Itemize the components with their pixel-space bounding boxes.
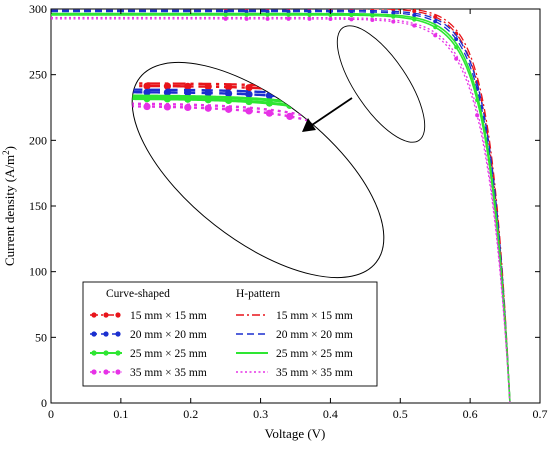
y-tick-label: 0 — [41, 396, 47, 410]
x-axis: 0 0.1 0.2 0.3 0.4 0.5 0.6 0.7 — [48, 9, 548, 421]
inset-series-point-3 — [388, 165, 396, 173]
y-tick-label: 150 — [29, 199, 47, 213]
inset-series-point-2 — [388, 144, 396, 153]
inset-series-point-0 — [184, 82, 192, 90]
series-point-0 — [412, 9, 417, 14]
legend-marker-3 — [115, 369, 121, 375]
x-axis-label: Voltage (V) — [265, 426, 326, 441]
series-point-3 — [412, 23, 417, 28]
inset-series-point-3 — [286, 112, 294, 120]
inset-series-point-3 — [347, 133, 355, 141]
x-tick-label: 0 — [48, 407, 54, 421]
inset-series-point-3 — [367, 146, 375, 154]
legend-header-curve: Curve-shaped — [106, 288, 170, 300]
legend-marker-2 — [103, 350, 109, 356]
x-tick-label: 0.7 — [533, 407, 548, 421]
legend-marker-0 — [115, 312, 121, 318]
inset-series-point-0 — [388, 120, 396, 128]
legend-label-4: 15 mm × 15 mm — [276, 310, 353, 322]
inset-series-point-2 — [367, 128, 375, 136]
inset-series-point-0 — [306, 89, 314, 97]
series-point-1 — [433, 19, 438, 24]
legend: Curve-shaped H-pattern 15 mm × 15 mm 20 m… — [82, 281, 378, 387]
inset-series-point-1 — [347, 106, 355, 115]
series-point-0 — [433, 14, 438, 19]
x-tick-label: 0.3 — [253, 407, 268, 421]
series-point-1 — [223, 9, 228, 14]
y-tick-label: 250 — [29, 68, 47, 82]
legend-box — [82, 281, 378, 387]
inset-series-point-1 — [306, 96, 314, 104]
inset-series-line-7 — [96, 102, 403, 175]
inset-series-point-3 — [163, 103, 171, 111]
series-point-3 — [433, 33, 438, 38]
x-tick-label: 0.1 — [113, 407, 128, 421]
series-line-6 — [51, 12, 511, 403]
inset-ellipse — [131, 61, 385, 279]
inset-series-point-2 — [347, 117, 355, 125]
x-tick-label: 0.4 — [323, 407, 338, 421]
series-point-1 — [244, 9, 249, 14]
legend-marker-2 — [115, 350, 121, 356]
legend-header-h: H-pattern — [236, 288, 280, 300]
legend-marker-2 — [91, 350, 97, 356]
inset-series-point-0 — [327, 92, 335, 101]
legend-label-0: 15 mm × 15 mm — [130, 310, 207, 322]
legend-marker-3 — [103, 369, 109, 375]
y-axis-label-superscript: 2 — [1, 150, 11, 155]
legend-label-2: 25 mm × 25 mm — [130, 348, 207, 360]
series-point-1 — [412, 13, 417, 18]
legend-label-7: 35 mm × 35 mm — [276, 367, 353, 379]
y-tick-label: 50 — [35, 330, 47, 344]
y-tick-label: 200 — [29, 133, 47, 147]
y-axis-label-close: ) — [2, 146, 17, 150]
series-point-3 — [349, 17, 354, 22]
series-line-7 — [51, 16, 511, 403]
inset-series-point-2 — [306, 105, 314, 113]
y-tick-label: 300 — [29, 2, 47, 16]
legend-marker-3 — [91, 369, 97, 375]
inset-series-point-0 — [286, 86, 294, 94]
inset-series-point-1 — [327, 100, 335, 108]
legend-label-6: 25 mm × 25 mm — [276, 348, 353, 360]
x-tick-label: 0.5 — [393, 407, 408, 421]
inset-series-point-3 — [245, 107, 253, 115]
zoom-arrow — [302, 97, 353, 132]
y-axis: 0 50 100 150 200 250 300 — [29, 2, 540, 410]
y-axis-label-main: Current density (A/m — [2, 155, 17, 266]
main-curves — [51, 9, 511, 403]
legend-label-5: 20 mm × 20 mm — [276, 329, 353, 341]
legend-label-1: 20 mm × 20 mm — [130, 329, 207, 341]
series-point-2 — [433, 25, 438, 30]
x-tick-label: 0.6 — [463, 407, 478, 421]
legend-marker-1 — [115, 331, 121, 337]
inset-series-point-1 — [286, 93, 294, 101]
inset-series-point-3 — [265, 109, 273, 117]
legend-marker-1 — [91, 331, 97, 337]
legend-marker-1 — [103, 331, 109, 337]
legend-label-3: 35 mm × 35 mm — [130, 367, 207, 379]
y-axis-label: Current density (A/m2) — [1, 146, 17, 266]
legend-marker-0 — [91, 312, 97, 318]
series-point-1 — [454, 37, 459, 42]
y-tick-label: 100 — [29, 265, 47, 279]
zoom-region-ellipse — [336, 25, 426, 143]
legend-marker-0 — [103, 312, 109, 318]
inset-series-point-3 — [327, 123, 335, 132]
x-tick-label: 0.2 — [183, 407, 198, 421]
